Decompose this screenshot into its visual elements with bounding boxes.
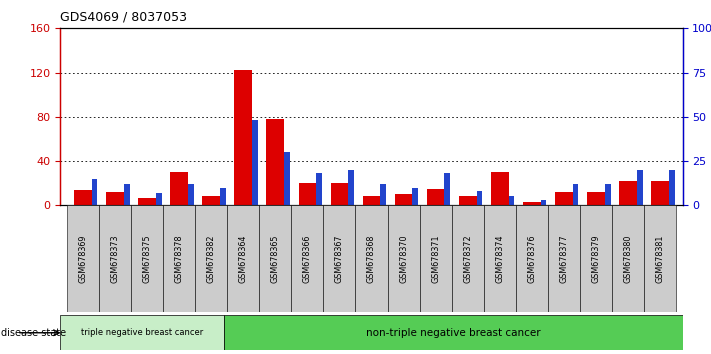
Text: GSM678369: GSM678369 <box>78 234 87 283</box>
Text: GSM678370: GSM678370 <box>399 234 408 283</box>
Bar <box>605 184 611 205</box>
FancyBboxPatch shape <box>224 315 683 350</box>
FancyBboxPatch shape <box>228 205 260 312</box>
Text: GSM678377: GSM678377 <box>560 234 568 283</box>
Bar <box>156 193 161 205</box>
Bar <box>669 170 675 205</box>
Bar <box>316 173 322 205</box>
Text: GDS4069 / 8037053: GDS4069 / 8037053 <box>60 11 188 24</box>
Bar <box>380 184 386 205</box>
Text: GSM678380: GSM678380 <box>624 234 633 282</box>
FancyBboxPatch shape <box>131 205 163 312</box>
Text: GSM678372: GSM678372 <box>463 234 472 283</box>
Bar <box>124 184 129 205</box>
FancyBboxPatch shape <box>324 205 356 312</box>
FancyBboxPatch shape <box>483 205 515 312</box>
Bar <box>220 188 226 205</box>
FancyBboxPatch shape <box>548 205 580 312</box>
FancyBboxPatch shape <box>195 205 228 312</box>
Text: GSM678365: GSM678365 <box>271 234 280 283</box>
Bar <box>637 170 643 205</box>
Bar <box>203 196 220 205</box>
FancyBboxPatch shape <box>99 205 131 312</box>
Text: GSM678368: GSM678368 <box>367 234 376 282</box>
Bar <box>284 152 290 205</box>
Bar <box>523 202 540 205</box>
Text: GSM678379: GSM678379 <box>592 234 601 283</box>
Bar <box>491 172 508 205</box>
Bar <box>74 190 92 205</box>
Text: GSM678366: GSM678366 <box>303 234 312 282</box>
Text: non-triple negative breast cancer: non-triple negative breast cancer <box>366 328 540 338</box>
FancyBboxPatch shape <box>260 205 292 312</box>
Bar <box>651 181 669 205</box>
Bar <box>573 184 579 205</box>
Bar <box>444 173 450 205</box>
FancyBboxPatch shape <box>356 205 387 312</box>
Bar <box>427 189 444 205</box>
Bar <box>619 181 637 205</box>
Text: GSM678367: GSM678367 <box>335 234 344 283</box>
Bar <box>331 183 348 205</box>
FancyBboxPatch shape <box>60 315 224 350</box>
Text: GSM678378: GSM678378 <box>175 234 183 283</box>
Bar <box>508 196 514 205</box>
Bar <box>92 179 97 205</box>
Text: GSM678382: GSM678382 <box>207 234 215 283</box>
Text: GSM678371: GSM678371 <box>431 234 440 283</box>
Bar <box>476 191 482 205</box>
Bar <box>252 120 258 205</box>
FancyBboxPatch shape <box>419 205 451 312</box>
Bar <box>587 192 605 205</box>
Text: GSM678376: GSM678376 <box>528 234 536 283</box>
FancyBboxPatch shape <box>163 205 195 312</box>
Text: GSM678375: GSM678375 <box>142 234 151 283</box>
Text: GSM678374: GSM678374 <box>496 234 504 283</box>
Text: GSM678364: GSM678364 <box>239 234 247 282</box>
Bar <box>412 188 418 205</box>
Bar <box>235 70 252 205</box>
Bar <box>540 200 547 205</box>
Bar <box>267 119 284 205</box>
Bar <box>299 183 316 205</box>
Bar <box>106 192 124 205</box>
Bar <box>138 198 156 205</box>
Text: GSM678373: GSM678373 <box>110 234 119 283</box>
FancyBboxPatch shape <box>515 205 548 312</box>
Text: GSM678381: GSM678381 <box>656 234 665 282</box>
FancyBboxPatch shape <box>580 205 612 312</box>
Bar <box>395 194 412 205</box>
FancyBboxPatch shape <box>387 205 419 312</box>
FancyBboxPatch shape <box>644 205 676 312</box>
Bar <box>348 170 354 205</box>
FancyBboxPatch shape <box>612 205 644 312</box>
FancyBboxPatch shape <box>292 205 324 312</box>
FancyBboxPatch shape <box>67 205 99 312</box>
FancyBboxPatch shape <box>451 205 483 312</box>
Bar <box>188 184 193 205</box>
Bar <box>459 196 476 205</box>
Text: triple negative breast cancer: triple negative breast cancer <box>81 328 203 337</box>
Bar <box>555 192 573 205</box>
Text: disease state: disease state <box>1 328 67 338</box>
Bar <box>170 172 188 205</box>
Bar <box>363 196 380 205</box>
